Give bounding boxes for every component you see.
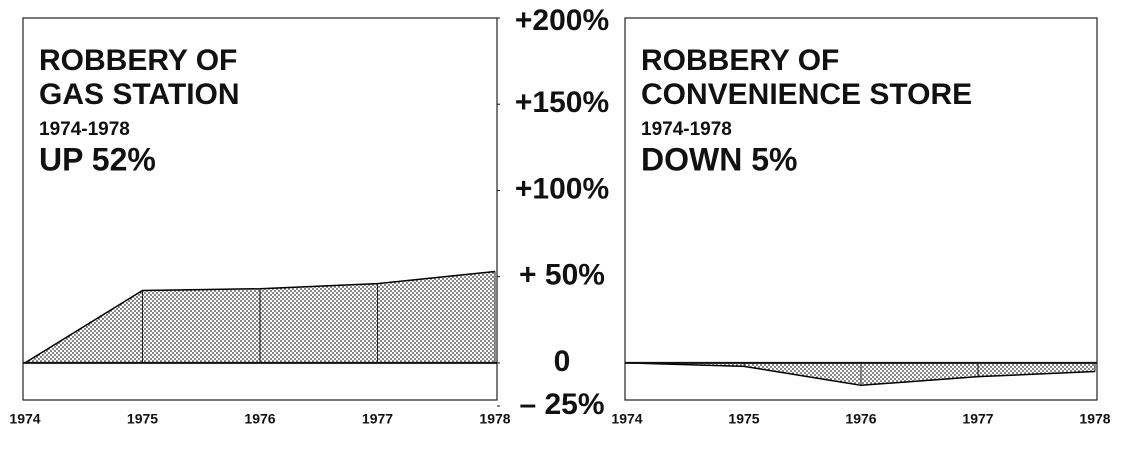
x-tick-label: 1974 bbox=[9, 411, 40, 427]
y-tick-label: – 25% bbox=[519, 388, 604, 421]
panel-title: ROBBERY OF bbox=[39, 44, 237, 77]
x-tick-label: 1978 bbox=[1079, 411, 1110, 427]
panel-annotation: DOWN 5% bbox=[641, 141, 797, 177]
y-tick-label: +150% bbox=[515, 86, 609, 119]
x-tick-label: 1977 bbox=[362, 411, 393, 427]
panel-frame bbox=[624, 17, 1098, 401]
y-tick-label: + 50% bbox=[519, 259, 605, 292]
area-line bbox=[626, 362, 1096, 387]
y-tick-label: 0 bbox=[554, 345, 571, 378]
y-tick-label: +200% bbox=[515, 4, 609, 37]
x-tick-label: 1976 bbox=[244, 411, 275, 427]
panel-subtitle: 1974-1978 bbox=[39, 119, 130, 140]
panel-title: ROBBERY OF bbox=[641, 44, 839, 77]
x-tick-label: 1978 bbox=[479, 411, 510, 427]
y-tick-label: +100% bbox=[515, 172, 609, 205]
panel-annotation: UP 52% bbox=[39, 141, 156, 177]
x-tick-label: 1975 bbox=[127, 411, 158, 427]
panel-title: GAS STATION bbox=[39, 78, 240, 111]
x-tick-label: 1975 bbox=[728, 411, 759, 427]
panel-subtitle: 1974-1978 bbox=[641, 119, 732, 140]
panel-title: CONVENIENCE STORE bbox=[641, 78, 972, 111]
x-tick-label: 1976 bbox=[845, 411, 876, 427]
x-tick-label: 1974 bbox=[611, 411, 642, 427]
panel-frame bbox=[22, 17, 498, 401]
x-tick-label: 1977 bbox=[962, 411, 993, 427]
